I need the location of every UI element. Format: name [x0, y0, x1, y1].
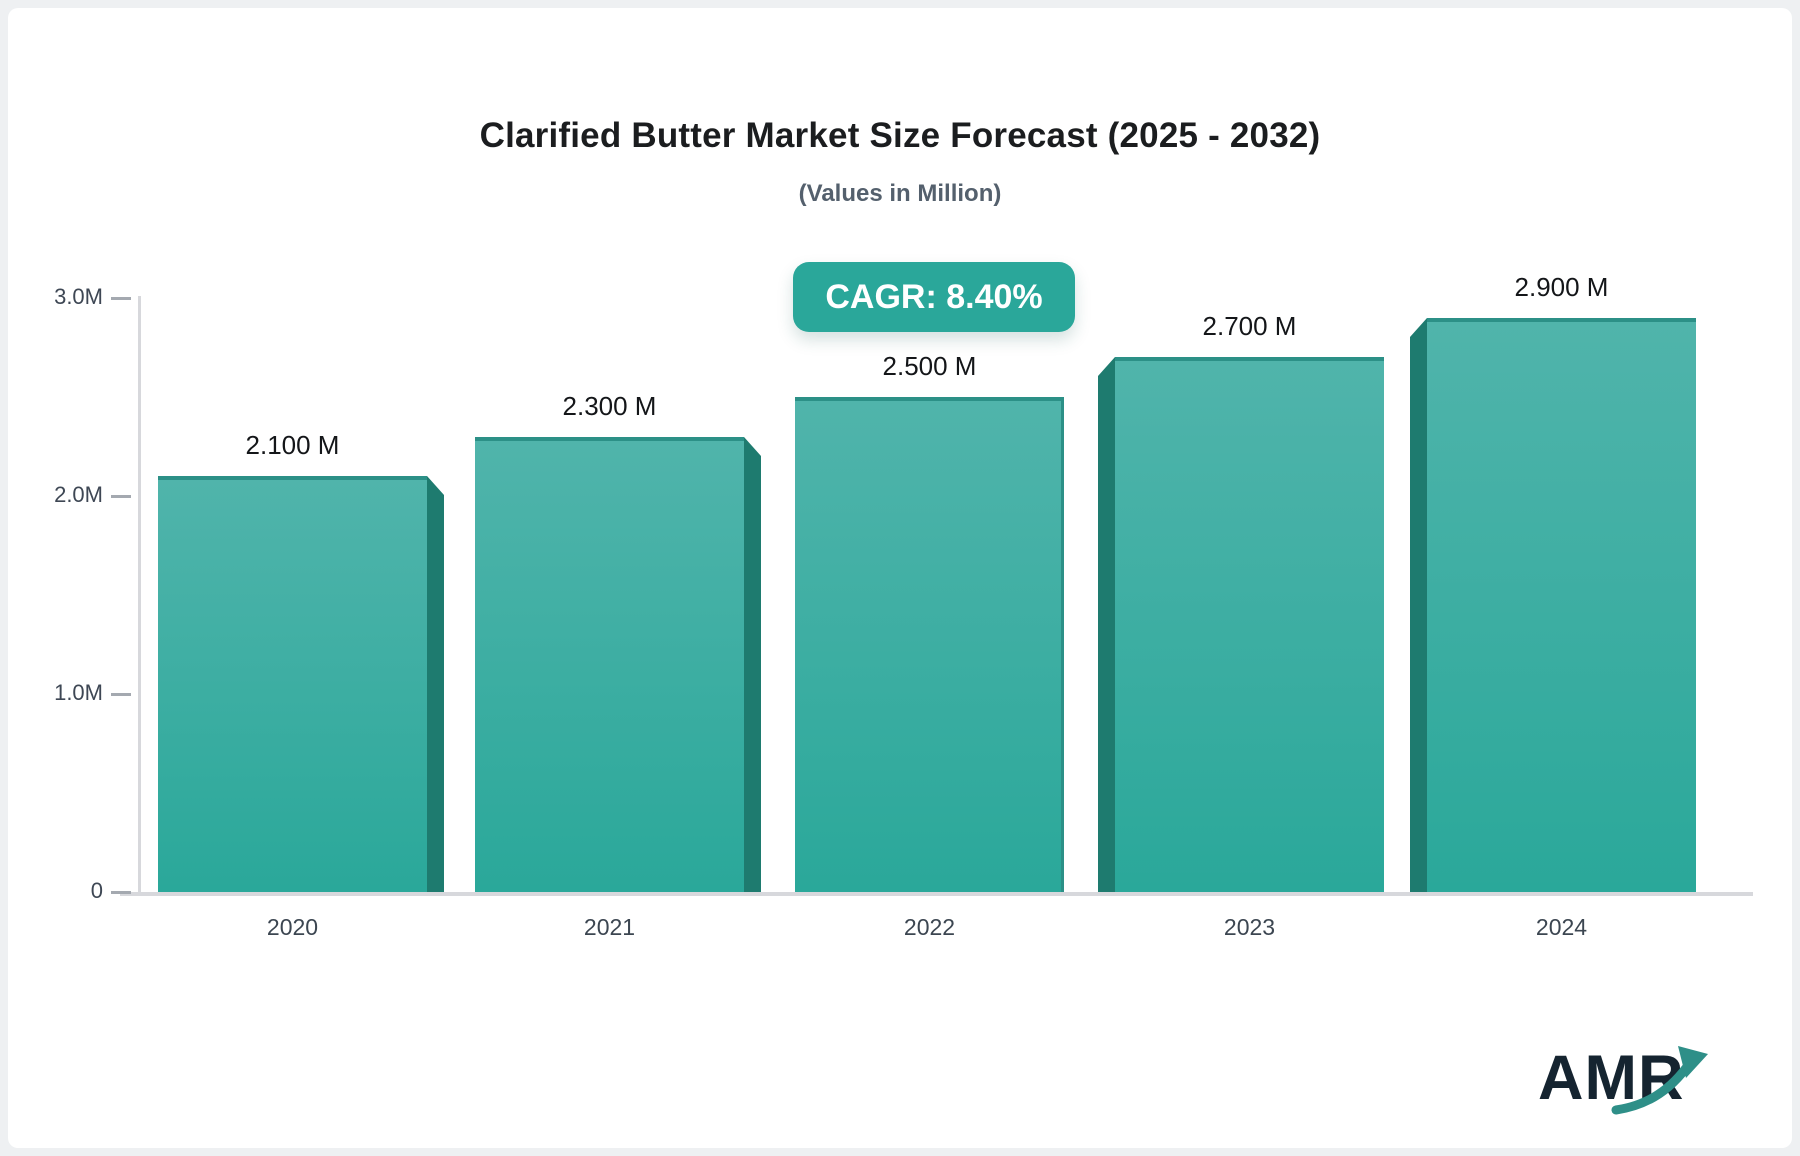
- x-category-label: 2020: [266, 914, 319, 940]
- y-tick-label: 3.0M: [54, 284, 103, 309]
- x-category-label: 2024: [1535, 914, 1588, 940]
- bar: [475, 437, 744, 892]
- bar-value-label: 2.700 M: [1202, 311, 1297, 341]
- y-tick-label: 1.0M: [54, 680, 103, 705]
- y-tick-label: 2.0M: [54, 482, 103, 507]
- y-tick-dash: [111, 693, 131, 696]
- bar-value-label: 2.500 M: [882, 351, 977, 381]
- bar: [1115, 357, 1384, 892]
- bar: [1427, 318, 1696, 892]
- bar: [795, 397, 1064, 892]
- growth-arrow-icon: [1611, 1046, 1708, 1115]
- bar: [158, 476, 427, 892]
- y-tick-label: 0: [90, 878, 103, 903]
- chart-title: Clarified Butter Market Size Forecast (2…: [479, 116, 1321, 155]
- chart-subtitle: (Values in Million): [798, 180, 1002, 207]
- bar-value-label: 2.100 M: [245, 430, 340, 460]
- x-axis-line: [120, 892, 1753, 896]
- x-category-label: 2021: [583, 914, 636, 940]
- chart-card: Clarified Butter Market Size Forecast (2…: [8, 8, 1792, 1148]
- y-tick-dash: [111, 495, 131, 498]
- bar-value-label: 2.900 M: [1514, 272, 1609, 302]
- cagr-badge: CAGR: 8.40%: [793, 262, 1075, 332]
- bar-3d-side: [427, 476, 444, 892]
- y-axis-line: [138, 296, 141, 896]
- plot-area: 0 1.0M 2.0M 3.0M 2.100 M 2020 2.300 M 2021 2.500…: [8, 8, 1800, 1156]
- y-tick-dash: [111, 891, 131, 894]
- bar-3d-side: [1098, 357, 1115, 892]
- bar-3d-side: [1410, 318, 1427, 892]
- amr-logo-text: AMR: [1538, 1043, 1685, 1113]
- x-category-label: 2022: [903, 914, 956, 940]
- amr-logo: AMR: [1532, 1032, 1727, 1127]
- y-tick-dash: [111, 297, 131, 300]
- bar-value-label: 2.300 M: [562, 391, 657, 421]
- x-category-label: 2023: [1223, 914, 1276, 940]
- bar-3d-side: [744, 437, 761, 892]
